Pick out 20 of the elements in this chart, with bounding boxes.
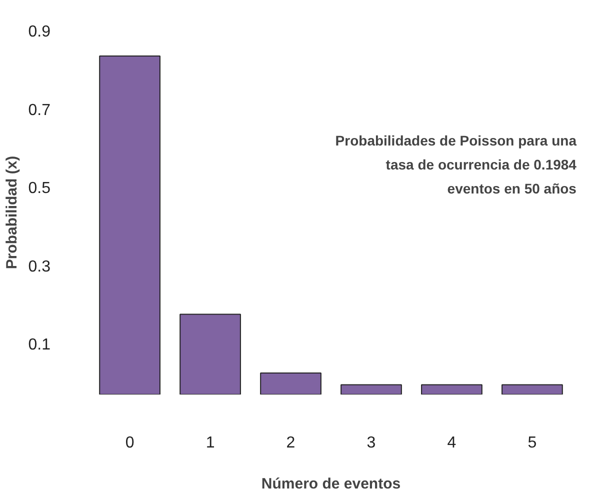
x-tick-label: 1 <box>206 434 215 452</box>
x-tick-label: 2 <box>286 434 296 452</box>
bar <box>340 384 402 394</box>
annotation: Probabilidades de Poisson para una tasa de ocurrencia de 0.1984 eventos en 50 años <box>335 132 577 196</box>
x-tick-label: 3 <box>366 434 376 452</box>
y-tick-label: 0.9 <box>28 24 51 40</box>
y-tick-label: 0.7 <box>28 102 51 119</box>
bar <box>260 372 322 394</box>
y-tick-label: 0.3 <box>28 258 51 276</box>
x-axis-title: Número de eventos <box>261 476 401 492</box>
bar <box>502 384 563 394</box>
bar <box>421 384 482 394</box>
x-tick-label: 4 <box>447 434 456 452</box>
bar <box>180 314 241 394</box>
y-tick-label: 0.1 <box>28 336 51 354</box>
y-tick-label: 0.5 <box>28 180 51 198</box>
y-axis-title: Probabilidad (x) <box>3 156 20 270</box>
x-tick-label: 0 <box>125 434 134 452</box>
bar <box>99 55 160 394</box>
x-tick-label: 5 <box>528 434 537 452</box>
